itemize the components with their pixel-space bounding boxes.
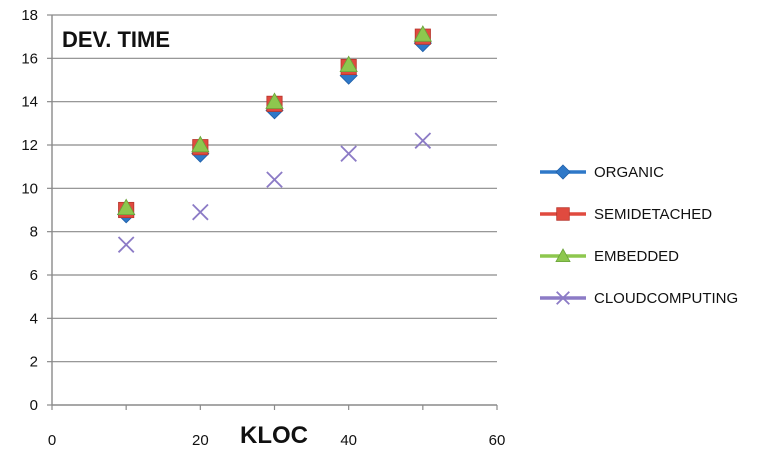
legend-label: CLOUDCOMPUTING <box>594 290 738 307</box>
y-tick-label: 16 <box>21 50 38 67</box>
y-tick-label: 14 <box>21 94 38 111</box>
data-point-cloudcomputing <box>414 132 432 149</box>
y-tick-label: 8 <box>30 224 38 241</box>
legend-marker <box>555 164 571 180</box>
y-tick-labels: 0 2 4 6 8 10 12 14 16 18 <box>21 7 38 414</box>
legend-marker <box>556 291 570 305</box>
legend-entry: SEMIDETACHED <box>540 206 712 223</box>
data-points <box>116 25 433 253</box>
data-point-embedded <box>191 135 210 153</box>
y-tick-label: 0 <box>30 397 38 414</box>
x-tick-label: 20 <box>192 432 209 449</box>
y-tick-label: 6 <box>30 267 38 284</box>
data-point-cloudcomputing <box>266 171 283 188</box>
legend: ORGANIC SEMIDETACHED EMBEDDED CLOUDCOMPUTIN… <box>540 164 738 307</box>
y-tick-label: 10 <box>21 180 38 197</box>
x-tick-label: 0 <box>48 432 56 449</box>
y-tick-label: 2 <box>30 354 38 371</box>
data-point-embedded <box>116 198 136 216</box>
legend-entry: ORGANIC <box>540 164 664 181</box>
chart-title: DEV. TIME <box>62 27 170 52</box>
y-tick-label: 12 <box>21 137 38 154</box>
data-point-cloudcomputing <box>117 236 135 253</box>
legend-label: ORGANIC <box>594 164 664 181</box>
legend-label: SEMIDETACHED <box>594 206 712 223</box>
legend-entry: EMBEDDED <box>540 248 679 265</box>
data-point-cloudcomputing <box>340 145 357 162</box>
legend-marker <box>555 248 571 263</box>
x-tick-label: 40 <box>340 432 357 449</box>
y-tick-label: 18 <box>21 7 38 24</box>
data-point-embedded <box>339 55 358 73</box>
x-axis-label: KLOC <box>240 422 308 449</box>
legend-entry: CLOUDCOMPUTING <box>540 290 738 307</box>
grid-lines <box>52 14 497 363</box>
legend-label: EMBEDDED <box>594 248 679 265</box>
y-tick-label: 4 <box>30 310 38 327</box>
x-tick-labels: 0 20 40 60 <box>48 432 506 449</box>
data-point-embedded <box>413 25 433 42</box>
data-point-cloudcomputing <box>192 203 209 221</box>
legend-marker <box>556 207 570 221</box>
axes <box>47 14 498 410</box>
data-point-embedded <box>265 92 284 109</box>
x-tick-label: 60 <box>489 432 506 449</box>
